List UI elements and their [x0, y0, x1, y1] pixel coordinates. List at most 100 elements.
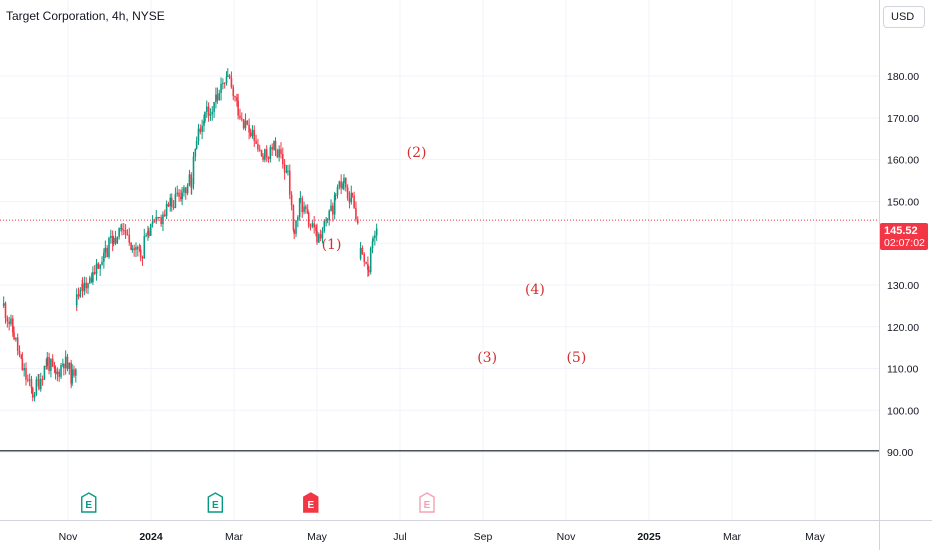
candle-body	[267, 157, 270, 160]
candle-body	[16, 337, 19, 351]
x-tick-label: Sep	[474, 531, 493, 543]
candle-body	[361, 247, 364, 255]
candle-body	[307, 212, 310, 226]
candle-body	[89, 277, 91, 284]
candle-body	[31, 388, 34, 398]
bar-countdown: 02:07:02	[884, 237, 925, 249]
candle-body	[139, 249, 142, 258]
last-price-value: 145.52	[884, 225, 918, 237]
candle-body	[112, 237, 115, 244]
candle-body	[120, 227, 122, 229]
candle-body	[369, 247, 372, 273]
candle-body	[103, 252, 105, 262]
earnings-marker[interactable]: E	[207, 492, 224, 513]
candle-body	[131, 248, 134, 250]
candle-body	[21, 358, 24, 371]
candle-body	[226, 75, 229, 77]
candle-body	[195, 141, 198, 149]
candle-body	[43, 365, 46, 380]
candle-body	[207, 106, 210, 116]
candle-body	[172, 206, 175, 208]
candle-body	[348, 198, 351, 203]
candle-body	[333, 195, 336, 215]
candle-body	[133, 248, 135, 251]
last-price-label: 145.52 02:07:02	[880, 223, 928, 250]
candle-body	[63, 364, 65, 369]
candle-body	[143, 236, 146, 259]
currency-button[interactable]: USD	[883, 6, 925, 28]
candle-body	[158, 217, 161, 219]
earnings-marker[interactable]: E	[419, 492, 435, 513]
earnings-badge-icon	[81, 492, 97, 513]
y-tick-label: 160.00	[887, 155, 919, 167]
candle-body	[301, 198, 304, 213]
candle-body	[151, 221, 154, 224]
candle-body	[68, 362, 71, 369]
y-tick-label: 90.00	[887, 447, 913, 459]
y-tick-label: 180.00	[887, 71, 919, 83]
candle-body	[264, 149, 266, 160]
candle-body	[8, 321, 10, 325]
candle-body	[118, 228, 120, 237]
candle-body	[283, 164, 286, 173]
earnings-label: E	[212, 500, 219, 511]
candle-body	[97, 263, 100, 269]
candle-body	[303, 206, 305, 213]
candle-body	[265, 149, 268, 158]
candle-body	[328, 210, 331, 221]
candle-body	[93, 272, 96, 274]
candle-body	[181, 192, 183, 200]
candle-body	[201, 125, 203, 132]
candle-body	[244, 120, 247, 129]
earnings-label: E	[424, 500, 431, 511]
candle-body	[367, 263, 369, 270]
candle-body	[56, 371, 59, 375]
candle-body	[223, 82, 226, 84]
candle-body	[92, 272, 94, 282]
candle-body	[111, 236, 114, 244]
candle-body	[242, 119, 245, 129]
candle-body	[106, 247, 108, 258]
candle-body	[27, 379, 29, 381]
candle-body	[199, 128, 202, 132]
candle-body	[162, 214, 164, 225]
candle-body	[290, 194, 293, 206]
candle-body	[157, 216, 159, 218]
candle-body	[51, 358, 54, 367]
candle-body	[28, 379, 31, 381]
candle-body	[345, 177, 347, 188]
candle-body	[246, 120, 249, 125]
y-tick-label: 170.00	[887, 113, 919, 125]
wave-annotations: (1) (2) (3) (4) (5)	[322, 145, 587, 366]
candle-body	[4, 303, 7, 318]
candle-body	[35, 379, 38, 395]
candle-body	[81, 283, 84, 292]
earnings-marker[interactable]: E	[303, 492, 319, 513]
candles	[2, 68, 378, 402]
candle-body	[359, 253, 362, 259]
candle-body	[46, 357, 49, 367]
candle-body	[211, 111, 214, 114]
candle-body	[2, 303, 5, 306]
y-tick-label: 110.00	[887, 364, 918, 376]
candle-body	[278, 149, 280, 158]
candle-body	[319, 234, 322, 239]
candle-body	[234, 96, 236, 98]
candle-body	[372, 238, 374, 242]
candle-body	[153, 221, 156, 223]
candle-body	[248, 124, 250, 133]
candle-body	[262, 156, 264, 160]
candle-body	[355, 207, 357, 220]
candle-body	[39, 378, 42, 390]
candle-body	[332, 205, 334, 215]
candle-body	[170, 197, 173, 207]
wave-label: (5)	[566, 350, 586, 366]
candle-body	[353, 195, 355, 208]
candle-body	[122, 230, 125, 232]
candle-body	[325, 219, 327, 221]
earnings-marker[interactable]: E	[81, 492, 97, 513]
candle-body	[12, 318, 14, 333]
